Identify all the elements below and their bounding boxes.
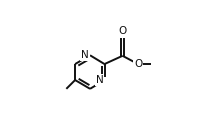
Text: O: O [118,26,127,36]
Text: N: N [81,50,89,60]
Text: O: O [134,59,142,69]
Text: N: N [96,75,103,85]
